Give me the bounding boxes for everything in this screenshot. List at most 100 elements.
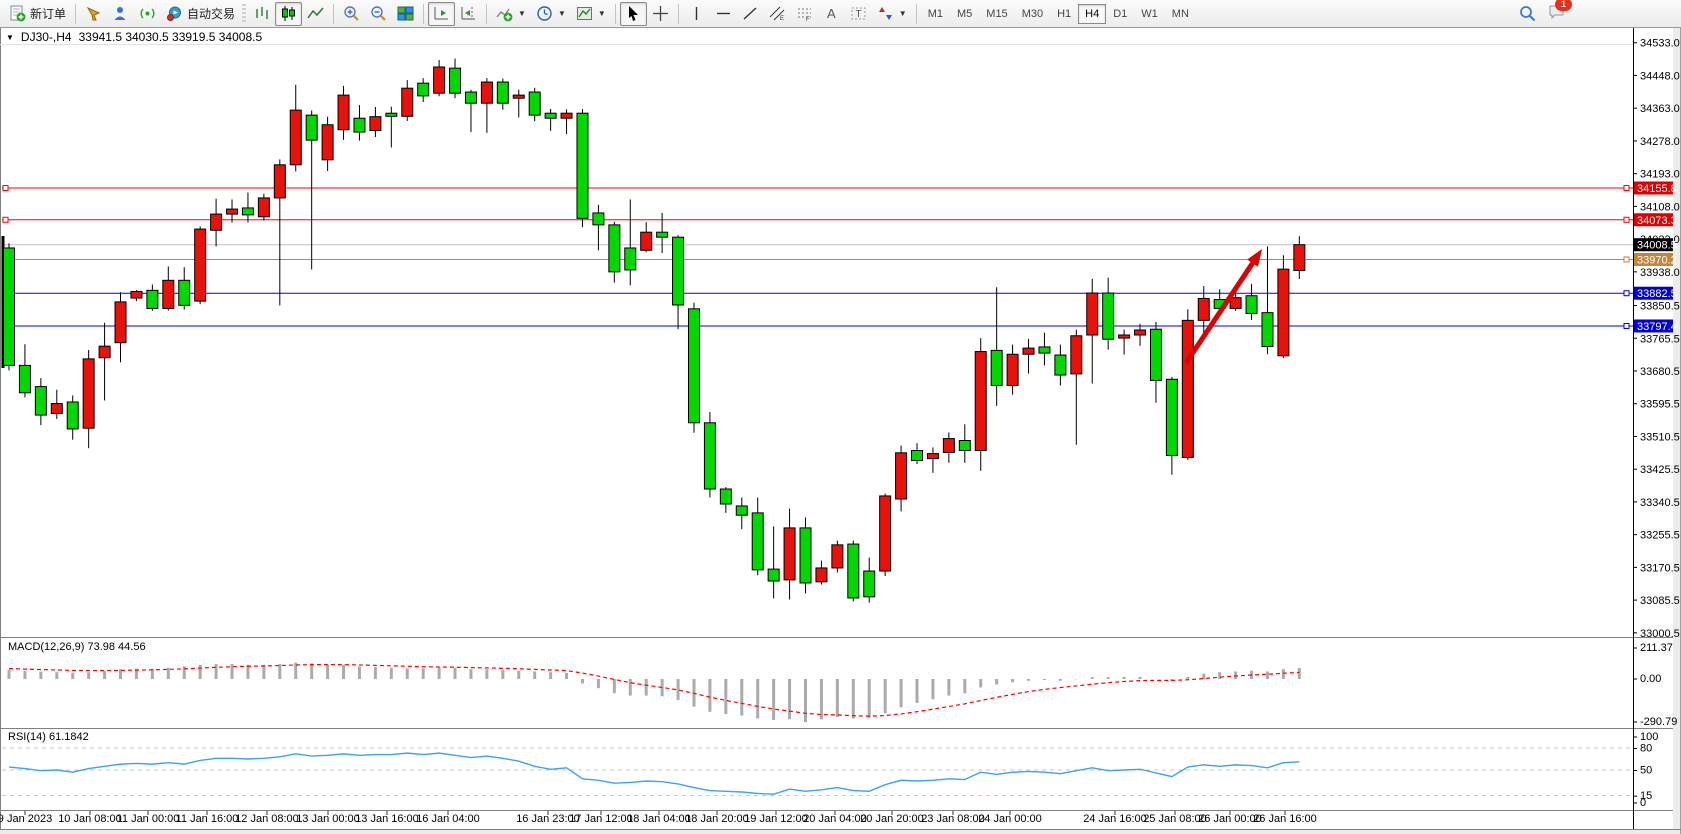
candle	[496, 81, 509, 104]
window-bottom-edge	[0, 830, 1681, 834]
text-button[interactable]: A	[818, 2, 845, 26]
zoom-in-button[interactable]	[338, 2, 365, 26]
level-handle[interactable]	[1623, 256, 1630, 263]
candle	[98, 345, 111, 359]
periods-button[interactable]: ▼	[531, 2, 571, 26]
candle	[305, 114, 318, 141]
price-tick-label: 34278.0	[1640, 136, 1680, 148]
candle	[687, 308, 700, 424]
timeframe-MN[interactable]: MN	[1165, 4, 1196, 24]
chart-shift-button[interactable]	[455, 2, 482, 26]
vertical-line-button[interactable]	[683, 2, 710, 26]
timeframe-M1[interactable]: M1	[921, 4, 950, 24]
price-tick-label: 33340.5	[1640, 497, 1680, 509]
notifications-button[interactable]: 1	[1548, 0, 1572, 25]
candle	[1245, 295, 1258, 314]
time-tick-label: 12 Jan 08:00	[235, 813, 299, 825]
chart-dropdown-icon[interactable]: ▼	[6, 32, 14, 42]
level-handle[interactable]	[2, 184, 9, 191]
signal-icon	[139, 5, 156, 22]
candle	[289, 109, 302, 166]
level-handle[interactable]	[1623, 216, 1630, 223]
candle	[1293, 244, 1306, 272]
macd-tick-label: 0.00	[1640, 673, 1661, 685]
timeframe-W1[interactable]: W1	[1134, 4, 1165, 24]
candle	[1197, 297, 1210, 321]
level-handle[interactable]	[1623, 290, 1630, 297]
candle	[783, 527, 796, 581]
candle	[895, 452, 908, 500]
macd-indicator-label: MACD(12,26,9) 73.98 44.56	[8, 641, 146, 653]
line-chart-icon	[307, 5, 324, 22]
macd-tick-label: 211.37	[1640, 642, 1673, 654]
toolbar-right-icons: 1	[1519, 0, 1572, 25]
new-order-button[interactable]: 新订单	[4, 2, 71, 26]
candle	[1134, 329, 1147, 336]
candle	[942, 438, 955, 453]
auto-scroll-button[interactable]	[428, 1, 456, 26]
separator	[333, 3, 335, 24]
ohlc-values: 33941.5 34030.5 33919.5 34008.5	[78, 30, 263, 44]
candle	[82, 358, 95, 429]
timeframe-H4[interactable]: H4	[1078, 3, 1107, 24]
level-handle[interactable]	[1623, 322, 1630, 329]
indicators-icon	[496, 5, 513, 22]
candle	[1102, 292, 1115, 340]
bar-chart-button[interactable]	[248, 2, 275, 26]
level-handle[interactable]	[2, 216, 9, 223]
level-handle[interactable]	[1623, 184, 1630, 191]
candle	[1070, 335, 1083, 375]
time-tick-label: 10 Jan 08:00	[58, 813, 122, 825]
candle	[512, 94, 525, 99]
indicators-button[interactable]: ▼	[491, 2, 531, 26]
timeframe-M15[interactable]: M15	[979, 4, 1014, 24]
time-tick-label: 18 Jan 20:00	[685, 813, 749, 825]
arrow-annotation[interactable]	[1183, 258, 1257, 365]
timeframe-M5[interactable]: M5	[950, 4, 979, 24]
candle	[401, 87, 414, 117]
toolbar-grip	[242, 3, 247, 24]
candle	[162, 279, 175, 309]
candle	[1181, 319, 1194, 458]
search-icon[interactable]	[1519, 5, 1536, 22]
autotrading-button[interactable]: 自动交易	[161, 2, 240, 26]
zoom-out-button[interactable]	[365, 2, 392, 26]
candle	[273, 164, 286, 199]
chart-title-bar: ▼ DJ30-,H4 33941.5 34030.5 33919.5 34008…	[6, 30, 262, 44]
gold-arrow-button[interactable]	[80, 2, 107, 26]
tile-windows-button[interactable]	[392, 2, 419, 26]
dropdown-caret-icon: ▼	[518, 9, 526, 18]
template-icon	[576, 5, 593, 22]
candle	[194, 228, 207, 302]
candle	[544, 112, 557, 119]
line-chart-button[interactable]	[302, 2, 329, 26]
candlestick-chart-button[interactable]	[275, 1, 303, 26]
community-button[interactable]	[107, 2, 134, 26]
price-tick-label: 34448.0	[1640, 70, 1680, 82]
timeframe-M30[interactable]: M30	[1015, 4, 1050, 24]
trendline-button[interactable]	[737, 2, 764, 26]
cursor-button[interactable]	[619, 1, 647, 26]
arrow-annotation-head[interactable]	[1247, 249, 1262, 267]
equidistant-channel-button[interactable]: E	[764, 2, 791, 26]
macd-tick-label: -290.79	[1640, 716, 1677, 728]
horizontal-line-button[interactable]	[710, 2, 737, 26]
arrows-button[interactable]: ▼	[872, 2, 912, 26]
macd-signal-line	[8, 664, 1300, 717]
clock-icon	[536, 5, 553, 22]
candle	[433, 66, 446, 94]
text-label-button[interactable]: T	[845, 2, 872, 26]
templates-button[interactable]: ▼	[571, 2, 611, 26]
price-tick-label: 33595.5	[1640, 399, 1680, 411]
timeframe-D1[interactable]: D1	[1106, 4, 1134, 24]
time-tick-label: 24 Jan 00:00	[978, 813, 1042, 825]
signals-button[interactable]	[134, 2, 161, 26]
price-badge-label: 33882.5	[1637, 288, 1677, 300]
crosshair-button[interactable]	[647, 2, 674, 26]
fibonacci-button[interactable]: F	[791, 2, 818, 26]
timeframe-H1[interactable]: H1	[1050, 4, 1078, 24]
chart-canvas[interactable]: 34533.0 34448.0 34363.0 34278.0 34193.0 34108…	[0, 28, 1681, 834]
text-icon: A	[823, 5, 840, 22]
rsi-indicator-label: RSI(14) 61.1842	[8, 731, 89, 743]
